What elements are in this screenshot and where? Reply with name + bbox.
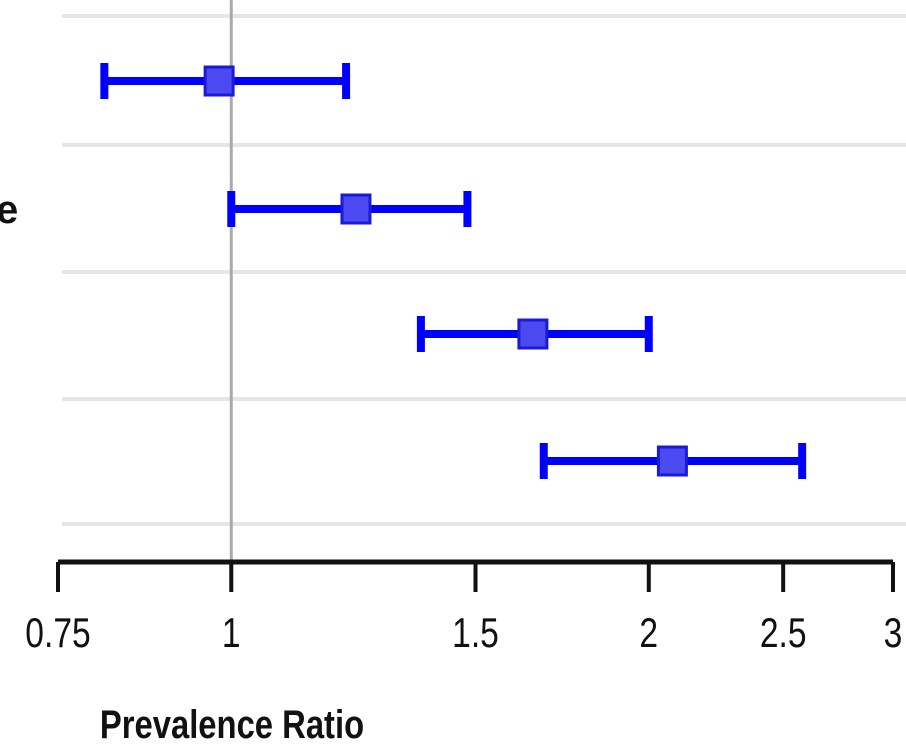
- x-tick-label-1: 1: [222, 611, 241, 657]
- row-label-1: e: [0, 188, 18, 232]
- x-axis-title: Prevalence Ratio: [100, 702, 364, 747]
- point-estimate-0: [203, 65, 235, 97]
- x-tick-label-3: 2: [639, 611, 658, 657]
- x-axis: 0.75 1 1.5 2 2.5 3: [25, 559, 903, 657]
- x-tick-label-5: 3: [884, 611, 903, 657]
- point-estimate-3: [656, 445, 688, 477]
- x-tick-label-2: 1.5: [452, 611, 499, 657]
- row-labels: e: [0, 188, 18, 232]
- point-estimate-2: [517, 318, 549, 350]
- gridlines: [62, 14, 906, 526]
- x-tick-label-0: 0.75: [25, 611, 90, 657]
- confidence-intervals: [100, 63, 807, 479]
- x-tick-label-4: 2.5: [760, 611, 807, 657]
- point-estimate-1: [340, 193, 372, 225]
